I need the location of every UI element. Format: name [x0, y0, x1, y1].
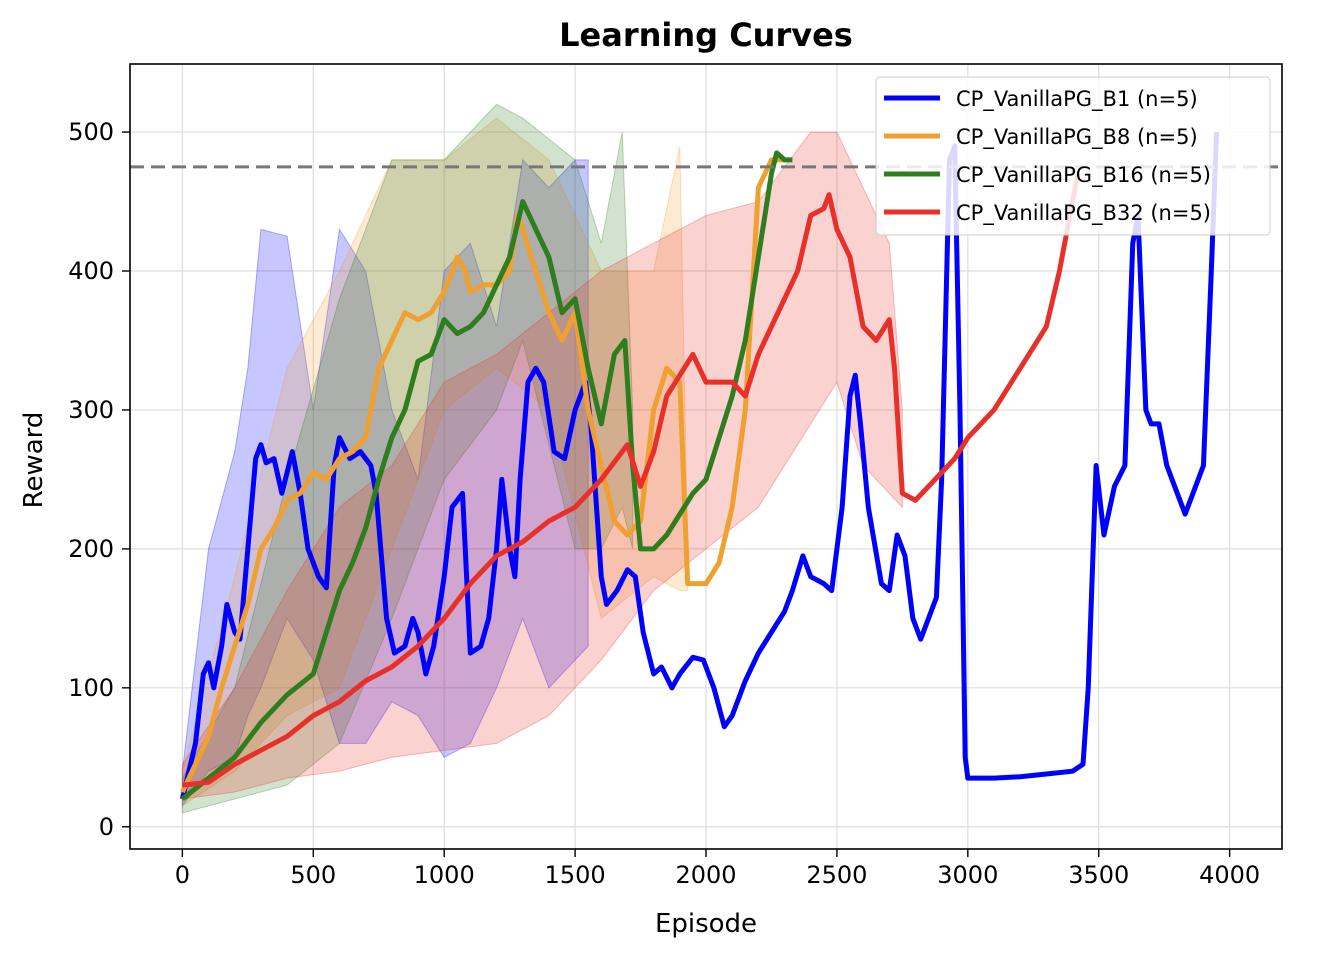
x-tick-label: 2000	[675, 861, 736, 889]
line-series-1	[179, 131, 1220, 800]
x-axis-label: Episode	[655, 909, 757, 939]
x-tick-label: 2500	[806, 861, 867, 889]
x-tick-label: 4000	[1199, 861, 1260, 889]
line-series-4	[182, 173, 1081, 788]
x-tick-label: 3000	[937, 861, 998, 889]
legend-box	[875, 76, 1271, 236]
band-series-3	[181, 103, 634, 814]
line-series-2	[180, 157, 785, 794]
legend-label: CP_VanillaPG_B32 (n=5)	[956, 201, 1211, 226]
x-tick-label: 500	[290, 861, 336, 889]
x-tick-label: 1500	[545, 861, 606, 889]
legend-label: CP_VanillaPG_B8 (n=5)	[956, 125, 1198, 150]
plot-frame	[129, 63, 1283, 850]
band-series-2	[181, 117, 689, 807]
legend-label: CP_VanillaPG_B1 (n=5)	[956, 87, 1198, 112]
x-tick-label: 1000	[414, 861, 475, 889]
y-tick-label: 400	[68, 257, 114, 285]
y-tick-label: 200	[68, 535, 114, 563]
y-axis-label: Reward	[19, 412, 49, 509]
y-tick-label: 0	[99, 813, 114, 841]
x-tick-label: 3500	[1068, 861, 1129, 889]
y-tick-label: 500	[68, 118, 114, 146]
x-tick-label: 0	[175, 861, 190, 889]
band-series-4	[181, 131, 903, 800]
band-series-1	[181, 158, 589, 808]
line-series-3	[180, 150, 793, 801]
y-tick-label: 100	[68, 674, 114, 702]
y-tick-label: 300	[68, 396, 114, 424]
legend-label: CP_VanillaPG_B16 (n=5)	[956, 163, 1211, 188]
chart-title: Learning Curves	[559, 16, 853, 54]
